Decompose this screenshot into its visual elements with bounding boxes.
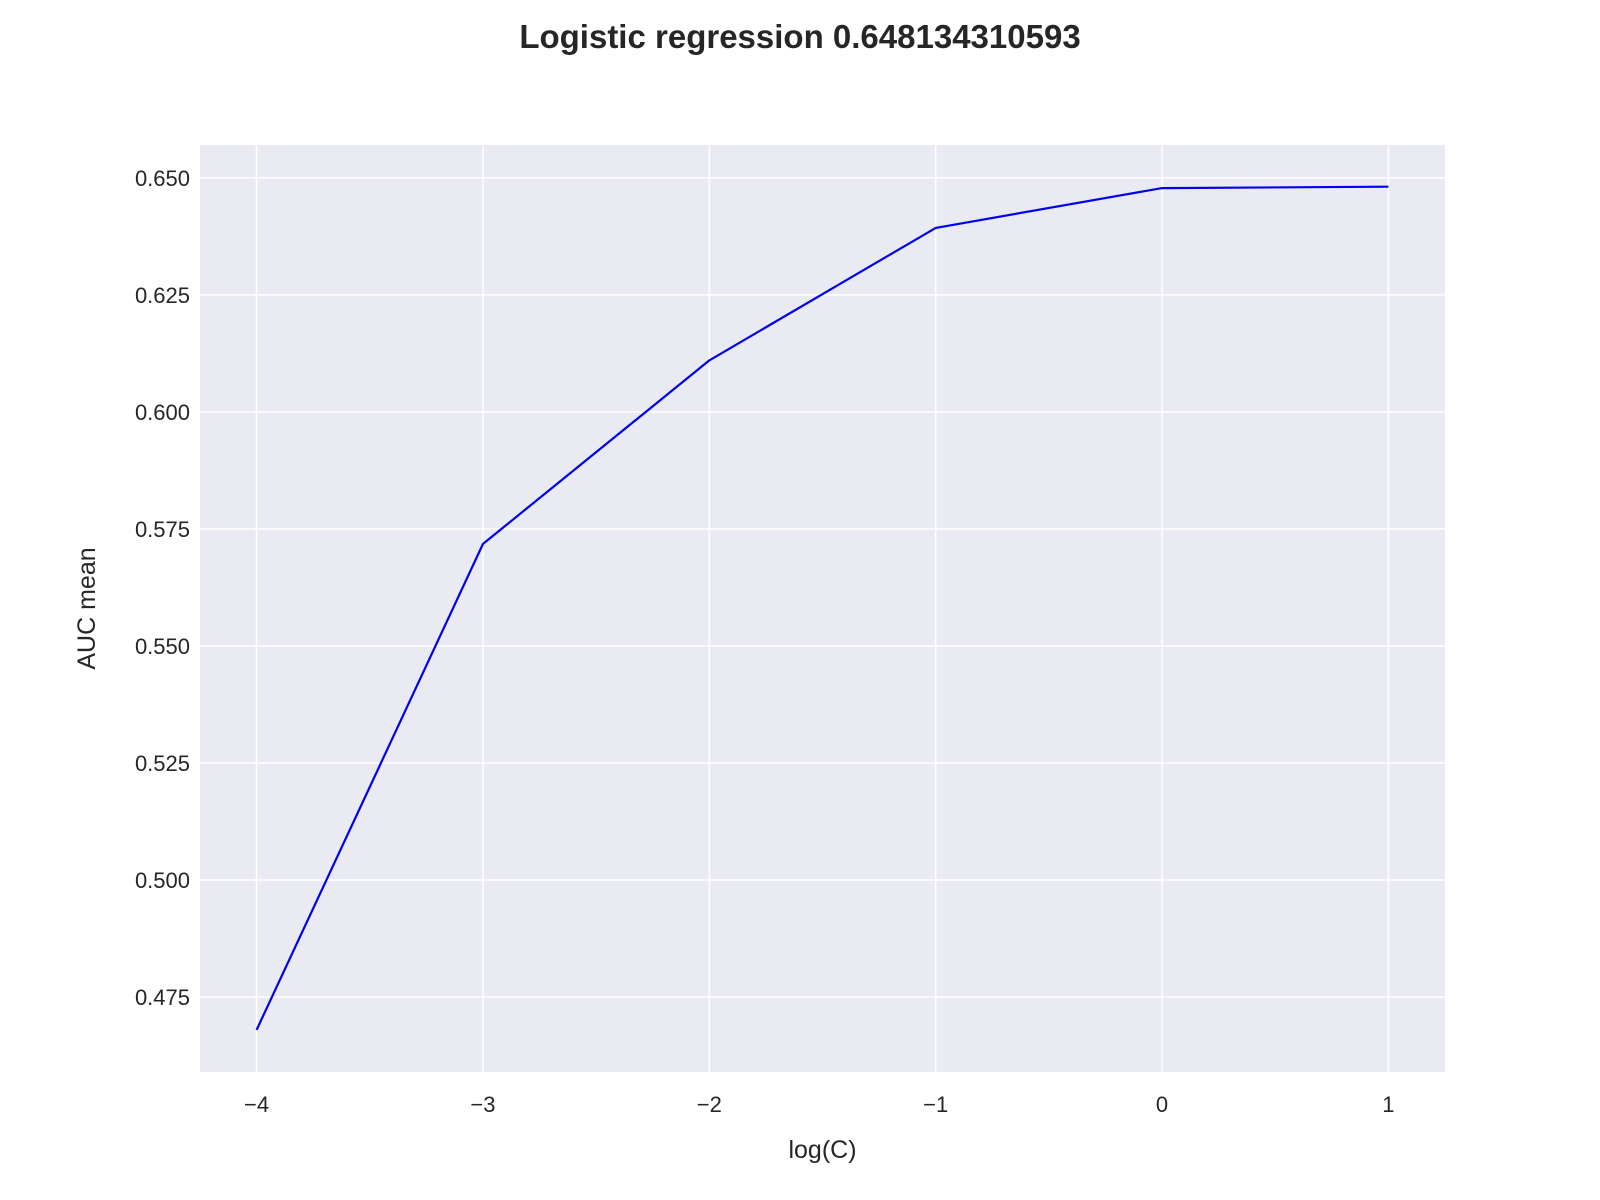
x-tick-label: −4 [244,1092,269,1117]
x-tick-label: 0 [1156,1092,1168,1117]
x-tick-label: −2 [697,1092,722,1117]
y-tick-label: 0.525 [135,751,190,776]
x-tick-label: 1 [1382,1092,1394,1117]
x-axis-label: log(C) [788,1136,856,1164]
series-line [255,185,1389,1031]
series-layer [255,185,1389,1031]
plot-area [200,145,1445,1072]
grid-lines [200,145,1445,1072]
y-tick-label: 0.600 [135,400,190,425]
y-tick-label: 0.625 [135,283,190,308]
y-tick-label: 0.500 [135,868,190,893]
y-tick-label: 0.650 [135,166,190,191]
y-axis-label: AUC mean [73,547,101,669]
y-tick-label: 0.575 [135,517,190,542]
x-tick-label: −1 [923,1092,948,1117]
y-tick-label: 0.475 [135,985,190,1010]
x-tick-label: −3 [470,1092,495,1117]
tick-labels: −4 −3 −2 −1 0 1 0.475 0.500 0.525 0.550 0.575 0.600… [135,166,1395,1117]
chart-title: Logistic regression 0.648134310593 [519,18,1081,55]
y-tick-label: 0.550 [135,634,190,659]
